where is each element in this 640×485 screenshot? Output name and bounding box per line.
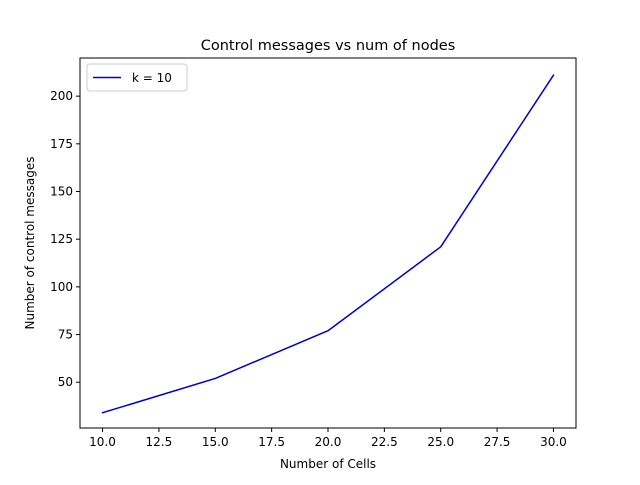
x-tick-label: 20.0: [315, 435, 342, 449]
x-tick-label: 10.0: [89, 435, 116, 449]
x-tick-label: 22.5: [371, 435, 398, 449]
y-tick-label: 125: [50, 232, 73, 246]
chart-title: Control messages vs num of nodes: [201, 38, 456, 54]
legend-label: k = 10: [132, 71, 172, 85]
x-tick-label: 27.5: [484, 435, 511, 449]
x-tick-label: 30.0: [540, 435, 567, 449]
x-tick-label: 25.0: [427, 435, 454, 449]
y-tick-label: 75: [58, 328, 73, 342]
x-axis-label: Number of Cells: [280, 457, 376, 471]
x-tick-label: 15.0: [202, 435, 229, 449]
y-tick-label: 175: [50, 137, 73, 151]
x-tick-label: 12.5: [146, 435, 173, 449]
y-tick-label: 100: [50, 280, 73, 294]
y-tick-label: 50: [58, 375, 73, 389]
y-tick-label: 200: [50, 89, 73, 103]
y-tick-label: 150: [50, 185, 73, 199]
y-axis-label: Number of control messages: [23, 157, 37, 330]
legend: k = 10: [87, 64, 187, 91]
x-tick-label: 17.5: [258, 435, 285, 449]
